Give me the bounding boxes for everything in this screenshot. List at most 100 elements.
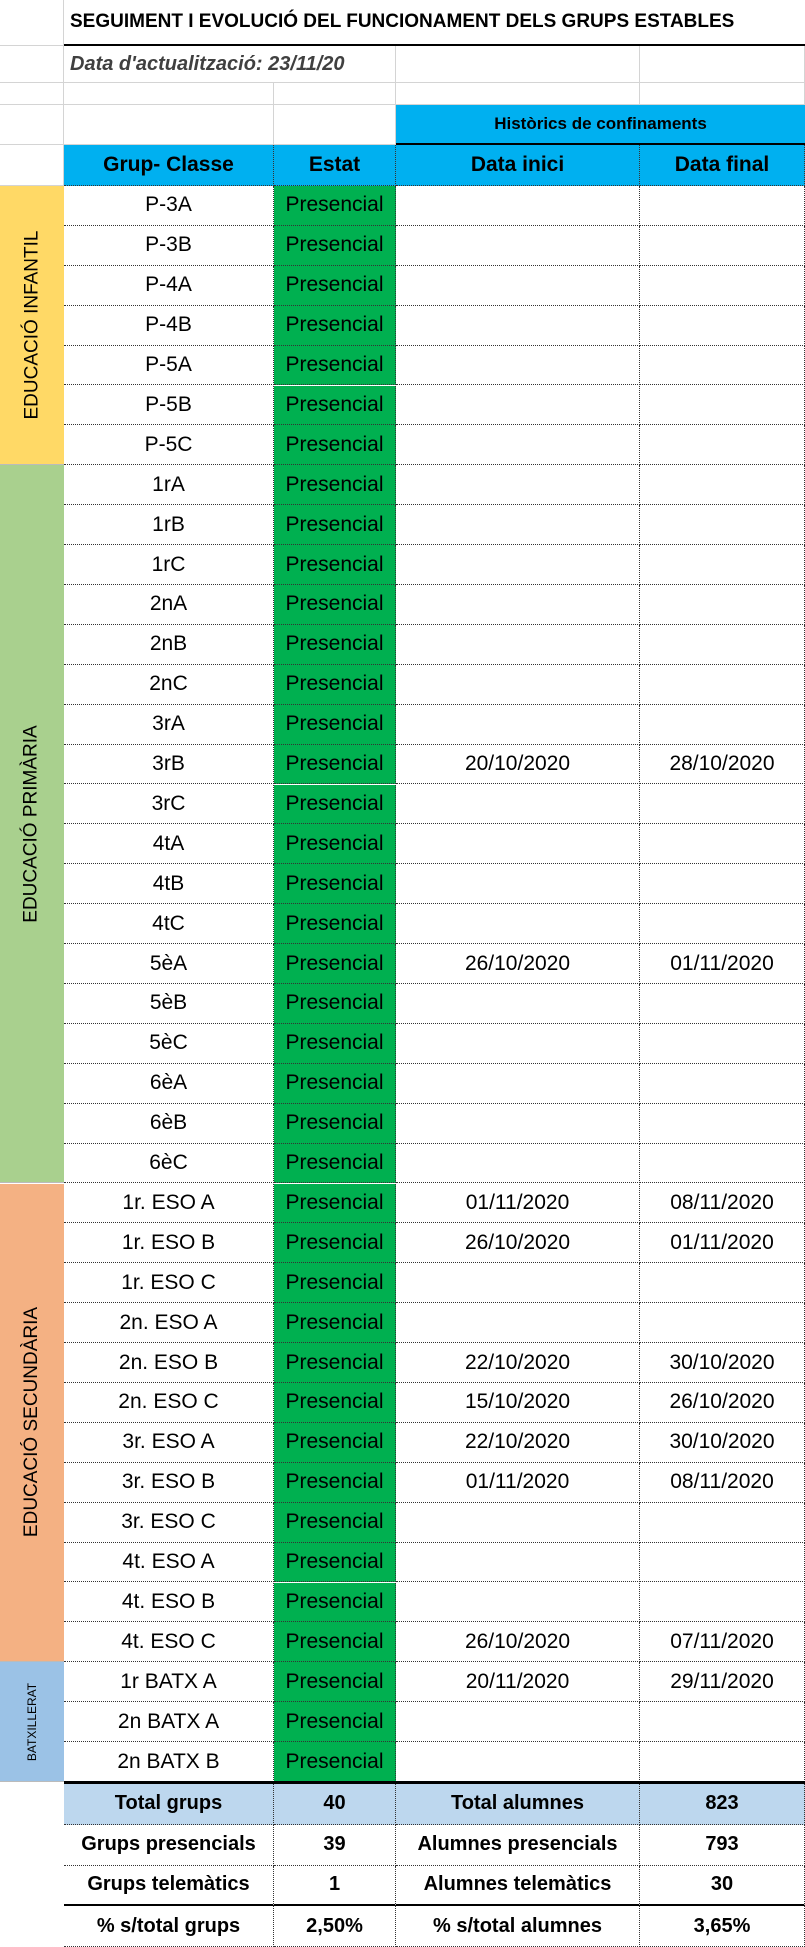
start-date-cell[interactable] [396, 305, 640, 346]
start-date-cell[interactable] [396, 225, 640, 266]
empty-cell[interactable] [0, 1866, 64, 1907]
start-date-cell[interactable] [396, 1303, 640, 1344]
status-cell[interactable]: Presencial [274, 1662, 396, 1703]
status-cell[interactable]: Presencial [274, 345, 396, 386]
status-cell[interactable]: Presencial [274, 664, 396, 705]
status-cell[interactable]: Presencial [274, 1622, 396, 1663]
end-date-cell[interactable] [640, 505, 805, 546]
history-header[interactable]: Històrics de confinaments [396, 105, 805, 145]
start-date-cell[interactable] [396, 1702, 640, 1743]
group-cell[interactable]: 2n. ESO B [64, 1343, 274, 1383]
status-cell[interactable]: Presencial [274, 1303, 396, 1344]
status-cell[interactable]: Presencial [274, 984, 396, 1024]
summary-label2[interactable]: Alumnes telemàtics [396, 1865, 640, 1907]
end-date-cell[interactable] [640, 1742, 805, 1782]
end-date-cell[interactable]: 01/11/2020 [640, 944, 805, 984]
summary-label2[interactable]: % s/total alumnes [396, 1906, 640, 1947]
group-cell[interactable]: 3r. ESO A [64, 1422, 274, 1463]
summary-value2[interactable]: 30 [640, 1865, 805, 1907]
status-cell[interactable]: Presencial [274, 1383, 396, 1423]
start-date-cell[interactable]: 26/10/2020 [396, 944, 640, 984]
end-date-cell[interactable] [640, 984, 805, 1024]
start-date-cell[interactable] [396, 1542, 640, 1583]
summary-value[interactable]: 39 [274, 1824, 396, 1866]
end-date-cell[interactable] [640, 1023, 805, 1064]
empty-cell[interactable] [640, 83, 805, 105]
end-date-cell[interactable] [640, 1502, 805, 1543]
sheet-title[interactable]: SEGUIMENT I EVOLUCIÓ DEL FUNCIONAMENT DE… [64, 0, 805, 46]
column-header[interactable]: Data final [640, 145, 805, 186]
empty-cell[interactable] [0, 83, 64, 105]
status-cell[interactable]: Presencial [274, 1343, 396, 1383]
start-date-cell[interactable] [396, 984, 640, 1024]
status-cell[interactable]: Presencial [274, 824, 396, 865]
end-date-cell[interactable] [640, 1143, 805, 1184]
group-cell[interactable]: 4tA [64, 824, 274, 865]
status-cell[interactable]: Presencial [274, 225, 396, 266]
start-date-cell[interactable] [396, 1103, 640, 1144]
end-date-cell[interactable]: 08/11/2020 [640, 1462, 805, 1503]
start-date-cell[interactable] [396, 1063, 640, 1104]
summary-value[interactable]: 2,50% [274, 1906, 396, 1947]
end-date-cell[interactable] [640, 1263, 805, 1304]
status-cell[interactable]: Presencial [274, 545, 396, 585]
end-date-cell[interactable] [640, 345, 805, 386]
summary-label[interactable]: % s/total grups [64, 1906, 274, 1947]
empty-cell[interactable] [274, 83, 396, 105]
summary-value[interactable]: 40 [274, 1784, 396, 1825]
start-date-cell[interactable] [396, 265, 640, 306]
end-date-cell[interactable] [640, 265, 805, 306]
status-cell[interactable]: Presencial [274, 784, 396, 825]
group-cell[interactable]: 3rC [64, 784, 274, 825]
group-cell[interactable]: 1r. ESO C [64, 1263, 274, 1304]
start-date-cell[interactable]: 01/11/2020 [396, 1462, 640, 1503]
end-date-cell[interactable]: 28/10/2020 [640, 744, 805, 785]
start-date-cell[interactable]: 01/11/2020 [396, 1183, 640, 1224]
empty-cell[interactable] [274, 105, 396, 145]
start-date-cell[interactable]: 22/10/2020 [396, 1422, 640, 1463]
group-cell[interactable]: 6èC [64, 1143, 274, 1184]
start-date-cell[interactable] [396, 1023, 640, 1064]
start-date-cell[interactable] [396, 1502, 640, 1543]
end-date-cell[interactable]: 30/10/2020 [640, 1343, 805, 1383]
summary-value[interactable]: 1 [274, 1865, 396, 1907]
summary-value2[interactable]: 823 [640, 1784, 805, 1825]
end-date-cell[interactable]: 30/10/2020 [640, 1422, 805, 1463]
status-cell[interactable]: Presencial [274, 1422, 396, 1463]
status-cell[interactable]: Presencial [274, 1542, 396, 1583]
status-cell[interactable]: Presencial [274, 744, 396, 785]
status-cell[interactable]: Presencial [274, 864, 396, 905]
group-cell[interactable]: 2n BATX A [64, 1702, 274, 1743]
group-cell[interactable]: 6èB [64, 1103, 274, 1144]
summary-label[interactable]: Grups presencials [64, 1824, 274, 1866]
group-cell[interactable]: 2n. ESO A [64, 1303, 274, 1344]
end-date-cell[interactable] [640, 704, 805, 745]
status-cell[interactable]: Presencial [274, 505, 396, 546]
empty-cell[interactable] [64, 105, 274, 145]
status-cell[interactable]: Presencial [274, 1702, 396, 1743]
status-cell[interactable]: Presencial [274, 305, 396, 346]
group-cell[interactable]: 2nA [64, 585, 274, 625]
start-date-cell[interactable] [396, 1742, 640, 1782]
start-date-cell[interactable] [396, 824, 640, 865]
summary-label2[interactable]: Total alumnes [396, 1784, 640, 1825]
group-cell[interactable]: 2nC [64, 664, 274, 705]
summary-label[interactable]: Grups telemàtics [64, 1865, 274, 1907]
status-cell[interactable]: Presencial [274, 425, 396, 466]
start-date-cell[interactable] [396, 704, 640, 745]
group-cell[interactable]: 4t. ESO B [64, 1582, 274, 1623]
group-cell[interactable]: 3r. ESO B [64, 1462, 274, 1503]
status-cell[interactable]: Presencial [274, 904, 396, 945]
end-date-cell[interactable] [640, 1303, 805, 1344]
summary-value2[interactable]: 3,65% [640, 1906, 805, 1947]
status-cell[interactable]: Presencial [274, 385, 396, 426]
end-date-cell[interactable] [640, 465, 805, 506]
group-cell[interactable]: 1rB [64, 505, 274, 546]
group-cell[interactable]: 1r. ESO B [64, 1223, 274, 1264]
status-cell[interactable]: Presencial [274, 1223, 396, 1264]
group-cell[interactable]: 3r. ESO C [64, 1502, 274, 1543]
end-date-cell[interactable]: 01/11/2020 [640, 1223, 805, 1264]
group-cell[interactable]: 3rA [64, 704, 274, 745]
status-cell[interactable]: Presencial [274, 1143, 396, 1184]
summary-value2[interactable]: 793 [640, 1824, 805, 1866]
